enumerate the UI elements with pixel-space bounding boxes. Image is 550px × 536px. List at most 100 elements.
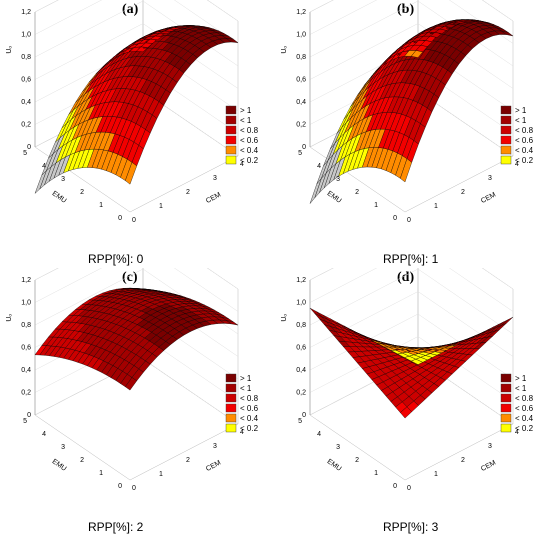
legend-swatch <box>500 125 512 135</box>
x-ticks: 0 1 2 3 4 <box>407 161 519 224</box>
surface-cell <box>309 307 322 317</box>
y-tick-label: 2 <box>355 189 359 196</box>
legend-swatch <box>500 105 512 115</box>
y-axis-title: EMU <box>51 190 68 205</box>
z-gridline <box>34 268 239 312</box>
y-axis-title: EMU <box>326 458 343 473</box>
legend-label: < 1 <box>240 384 252 393</box>
x-tick-label: 0 <box>132 485 136 492</box>
legend: > 1< 1< 0.8< 0.6< 0.4< 0.2 <box>225 105 259 165</box>
x-tick-label: 2 <box>461 189 465 196</box>
legend-label: < 0.6 <box>240 404 259 413</box>
z-tick-label: 0 <box>302 412 306 419</box>
y-tick-label: 3 <box>336 444 340 451</box>
y-tick-label: 3 <box>336 176 340 183</box>
z-gridline <box>309 313 514 380</box>
panel-b: (b) 0 0,2 0,4 0,6 0,8 1,0 1,2 Uₒ 0 1 2 3 4 CEM 0 1 2 3 4 5 E… <box>275 0 550 268</box>
legend-label: < 0.2 <box>515 424 534 433</box>
z-ticks: 0 0,2 0,4 0,6 0,8 1,0 1,2 <box>296 9 306 151</box>
surface-plot-c: 0 0,2 0,4 0,6 0,8 1,0 1,2 Uₒ 0 1 2 3 4 CEM 0 1 2 3 4 5 EMU > … <box>6 268 259 492</box>
surface-cell <box>225 38 239 43</box>
z-gridline <box>309 268 514 312</box>
z-tick-label: 0,6 <box>296 77 306 84</box>
x-ticks: 0 1 2 3 4 <box>132 161 244 224</box>
x-ticks: 0 1 2 3 4 <box>407 429 519 492</box>
panel-caption: RPP[%]: 2 <box>88 520 144 534</box>
legend-swatch <box>225 155 237 165</box>
z-gridline <box>309 336 514 402</box>
x-tick-label: 1 <box>159 203 163 210</box>
z-tick-label: 0,2 <box>21 122 31 129</box>
x-tick-label: 4 <box>515 429 519 436</box>
z-tick-label: 1,0 <box>296 32 306 39</box>
legend-swatch <box>225 383 237 393</box>
legend-swatch <box>225 423 237 433</box>
legend-swatch <box>500 135 512 145</box>
legend-label: < 0.2 <box>240 424 259 433</box>
z-ticks: 0 0,2 0,4 0,6 0,8 1,0 1,2 <box>296 277 306 419</box>
y-tick-label: 1 <box>374 470 378 477</box>
x-tick-label: 0 <box>407 485 411 492</box>
x-tick-label: 0 <box>407 217 411 224</box>
legend-label: > 1 <box>515 374 527 383</box>
x-tick-label: 4 <box>240 161 244 168</box>
panel-label: (d) <box>397 270 415 285</box>
z-gridline <box>309 0 514 67</box>
z-tick-label: 0,8 <box>296 322 306 329</box>
y-ticks: 0 1 2 3 4 5 <box>23 418 122 490</box>
y-tick-label: 2 <box>355 457 359 464</box>
y-ticks: 0 1 2 3 4 5 <box>298 418 397 490</box>
legend-label: < 0.4 <box>240 414 259 423</box>
z-axis-title: Uₒ <box>281 46 288 54</box>
z-tick-label: 0,4 <box>21 367 31 374</box>
legend: > 1< 1< 0.8< 0.6< 0.4< 0.2 <box>500 373 534 433</box>
legend-swatch <box>500 403 512 413</box>
y-tick-label: 4 <box>42 163 46 170</box>
y-tick-label: 5 <box>23 418 27 425</box>
surface <box>34 287 239 391</box>
x-tick-label: 0 <box>132 217 136 224</box>
legend-swatch <box>225 105 237 115</box>
legend-label: < 0.6 <box>240 136 259 145</box>
z-tick-label: 0,8 <box>21 54 31 61</box>
z-gridline <box>309 268 514 335</box>
x-axis-title: CEM <box>205 191 222 205</box>
legend-swatch <box>225 373 237 383</box>
legend-swatch <box>500 373 512 383</box>
y-ticks: 0 1 2 3 4 5 <box>23 150 122 222</box>
x-tick-label: 3 <box>213 175 217 182</box>
z-tick-label: 0,2 <box>296 122 306 129</box>
z-ticks: 0 0,2 0,4 0,6 0,8 1,0 1,2 <box>21 9 31 151</box>
legend-label: < 0.6 <box>515 404 534 413</box>
legend-label: < 1 <box>240 116 252 125</box>
y-axis-title: EMU <box>326 190 343 205</box>
z-tick-label: 1,0 <box>21 300 31 307</box>
x-tick-label: 4 <box>240 429 244 436</box>
z-tick-label: 1,2 <box>21 9 31 16</box>
z-tick-label: 0,6 <box>296 345 306 352</box>
legend-label: < 0.8 <box>515 126 534 135</box>
y-tick-label: 0 <box>393 483 397 490</box>
z-tick-label: 0 <box>27 412 31 419</box>
y-tick-label: 4 <box>317 163 321 170</box>
y-tick-label: 0 <box>393 215 397 222</box>
legend-label: < 0.4 <box>240 146 259 155</box>
x-tick-label: 4 <box>515 161 519 168</box>
z-tick-label: 0 <box>27 144 31 151</box>
legend-swatch <box>225 125 237 135</box>
legend-swatch <box>500 393 512 403</box>
y-tick-label: 0 <box>118 483 122 490</box>
x-tick-label: 1 <box>434 203 438 210</box>
legend-label: > 1 <box>515 106 527 115</box>
y-tick-label: 1 <box>99 202 103 209</box>
z-gridline <box>34 268 239 290</box>
z-tick-label: 1,2 <box>296 277 306 284</box>
z-gridline <box>34 0 239 22</box>
z-gridline <box>309 268 514 290</box>
legend-swatch <box>225 403 237 413</box>
z-tick-label: 0,2 <box>296 390 306 397</box>
legend-label: > 1 <box>240 106 252 115</box>
y-tick-label: 5 <box>298 418 302 425</box>
z-gridline <box>309 0 514 22</box>
y-tick-label: 1 <box>374 202 378 209</box>
